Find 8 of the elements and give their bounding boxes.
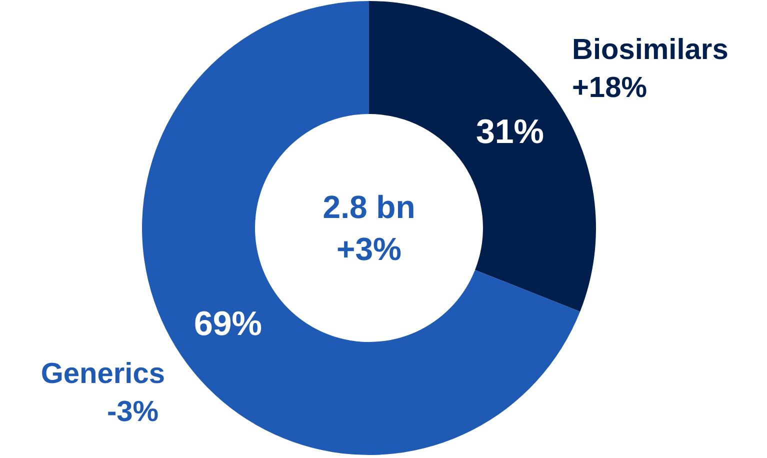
- text: +3%: [336, 231, 402, 267]
- text: -3%: [107, 396, 159, 428]
- data-label: 31%: [476, 113, 544, 152]
- data-label: 69%: [194, 304, 262, 343]
- text: +18%: [572, 72, 647, 104]
- slice-label: Biosimilars: [572, 34, 728, 66]
- text: 2.8 bn: [322, 189, 416, 225]
- slice-label: Generics: [40, 358, 165, 390]
